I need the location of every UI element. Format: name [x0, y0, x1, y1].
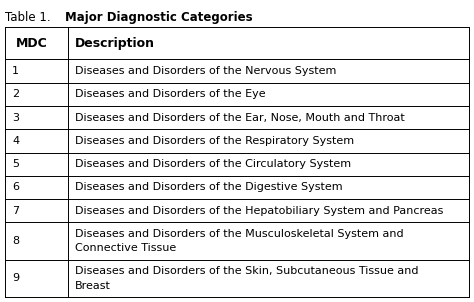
Text: 9: 9	[12, 273, 19, 283]
Text: 1: 1	[12, 66, 19, 76]
Text: Diseases and Disorders of the Hepatobiliary System and Pancreas: Diseases and Disorders of the Hepatobili…	[74, 206, 443, 216]
Text: Major Diagnostic Categories: Major Diagnostic Categories	[64, 11, 252, 24]
Text: Breast: Breast	[74, 281, 110, 291]
Text: Diseases and Disorders of the Respiratory System: Diseases and Disorders of the Respirator…	[74, 136, 354, 146]
Text: Description: Description	[74, 37, 155, 50]
Text: 2: 2	[12, 89, 19, 99]
Text: 5: 5	[12, 159, 19, 169]
Text: 8: 8	[12, 236, 19, 246]
Text: 7: 7	[12, 206, 19, 216]
Text: Diseases and Disorders of the Musculoskeletal System and: Diseases and Disorders of the Musculoske…	[74, 229, 403, 239]
Text: Diseases and Disorders of the Skin, Subcutaneous Tissue and: Diseases and Disorders of the Skin, Subc…	[74, 266, 418, 276]
Text: Table 1.: Table 1.	[5, 11, 51, 24]
Text: Connective Tissue: Connective Tissue	[74, 243, 176, 253]
Text: 3: 3	[12, 113, 19, 123]
Text: Diseases and Disorders of the Nervous System: Diseases and Disorders of the Nervous Sy…	[74, 66, 336, 76]
Text: Diseases and Disorders of the Ear, Nose, Mouth and Throat: Diseases and Disorders of the Ear, Nose,…	[74, 113, 404, 123]
Text: Diseases and Disorders of the Digestive System: Diseases and Disorders of the Digestive …	[74, 182, 342, 192]
Text: 6: 6	[12, 182, 19, 192]
Text: Diseases and Disorders of the Circulatory System: Diseases and Disorders of the Circulator…	[74, 159, 351, 169]
Text: MDC: MDC	[16, 37, 48, 50]
Text: 4: 4	[12, 136, 19, 146]
Text: Diseases and Disorders of the Eye: Diseases and Disorders of the Eye	[74, 89, 265, 99]
